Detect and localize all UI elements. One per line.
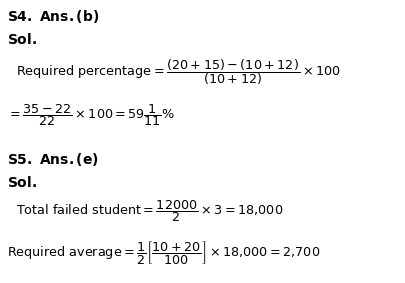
Text: $\mathrm{Required\ percentage} = \dfrac{(20+15)-(10+12)}{(10+12)} \times 100$: $\mathrm{Required\ percentage} = \dfrac{… bbox=[16, 57, 341, 87]
Text: $\mathrm{Required\ average} = \dfrac{1}{2}\left[\dfrac{10+20}{100}\right] \times: $\mathrm{Required\ average} = \dfrac{1}{… bbox=[7, 239, 321, 266]
Text: $\mathrm{Total\ failed\ student} = \dfrac{12000}{2} \times 3 = 18{,}000$: $\mathrm{Total\ failed\ student} = \dfra… bbox=[16, 198, 283, 224]
Text: $\mathbf{Sol.}$: $\mathbf{Sol.}$ bbox=[7, 32, 37, 47]
Text: $\mathbf{Sol.}$: $\mathbf{Sol.}$ bbox=[7, 175, 37, 190]
Text: $=\dfrac{35-22}{22} \times 100 = 59\dfrac{1}{11}\%$: $=\dfrac{35-22}{22} \times 100 = 59\dfra… bbox=[7, 102, 175, 128]
Text: $\mathbf{S4.\ Ans.(b)}$: $\mathbf{S4.\ Ans.(b)}$ bbox=[7, 8, 100, 25]
Text: $\mathbf{S5.\ Ans.(e)}$: $\mathbf{S5.\ Ans.(e)}$ bbox=[7, 151, 99, 168]
